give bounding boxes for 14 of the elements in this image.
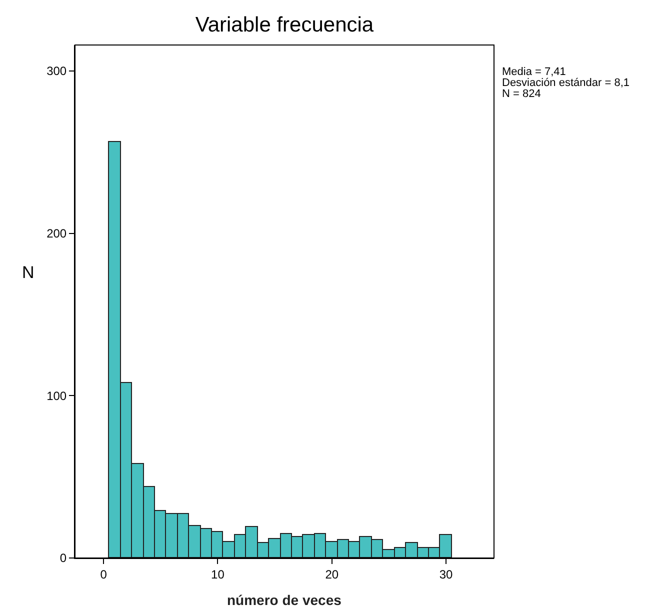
chart-title: Variable frecuencia [195,13,374,36]
y-axis-title: N [22,263,34,282]
x-tick-label: 30 [439,567,454,582]
text: Media = 7,41 [502,66,566,78]
y-tick-label: 300 [46,64,67,78]
x-tick-label: 0 [100,567,108,582]
x-axis-title: número de veces [227,592,342,608]
text: N = 824 [502,88,541,100]
y-tick-label: 100 [46,388,67,403]
x-tick-label: 20 [325,567,339,582]
text: Desviación estándar = 8,1 [502,77,630,89]
y-tick-label: 0 [60,551,67,566]
y-tick-label: 200 [46,226,67,241]
x-tick-label: 10 [211,567,225,582]
